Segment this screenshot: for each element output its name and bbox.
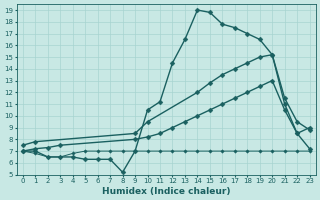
X-axis label: Humidex (Indice chaleur): Humidex (Indice chaleur) [102,187,230,196]
